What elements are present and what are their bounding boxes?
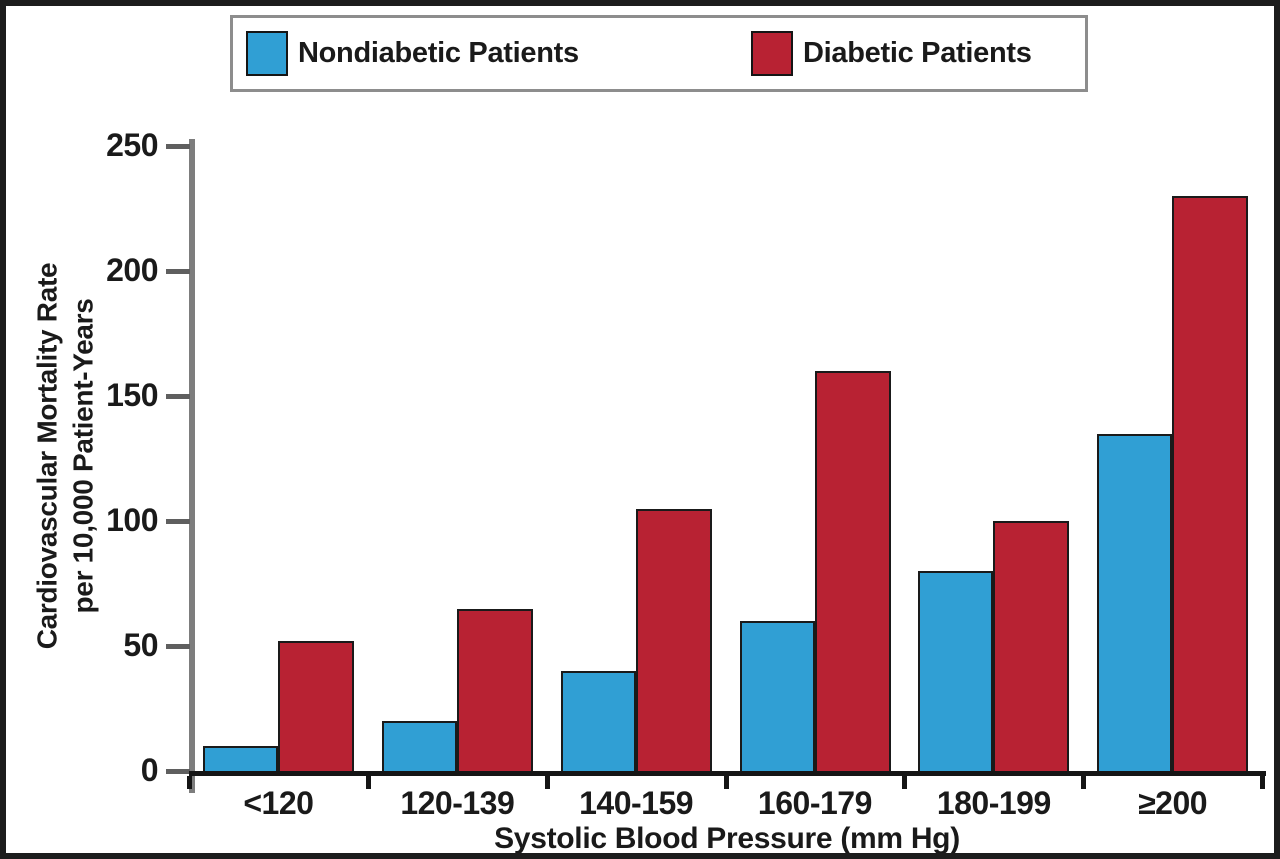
- x-tick-mark: [365, 776, 371, 789]
- x-tick-mark: [187, 776, 192, 789]
- bar: [814, 371, 891, 775]
- bar: [1097, 433, 1173, 775]
- bar: [918, 571, 994, 775]
- y-tick-mark: [166, 144, 190, 149]
- legend-item: Diabetic Patients: [751, 18, 1032, 89]
- y-tick-mark: [166, 269, 190, 274]
- y-tick-label: 0: [140, 752, 159, 788]
- x-tick-label: 160-179: [757, 785, 872, 821]
- y-tick-mark: [166, 519, 190, 524]
- y-tick-label: 200: [106, 252, 158, 288]
- y-tick-mark: [166, 769, 190, 774]
- x-axis-title: Systolic Blood Pressure (mm Hg): [494, 822, 960, 855]
- x-tick-mark: [544, 776, 550, 789]
- legend-swatch: [751, 31, 793, 76]
- legend-label: Diabetic Patients: [803, 37, 1032, 69]
- x-axis-line: [189, 771, 1266, 776]
- x-tick-mark: [1260, 776, 1265, 789]
- bar: [456, 608, 533, 775]
- y-tick-mark: [166, 644, 190, 649]
- x-tick-label: 180-199: [936, 785, 1051, 821]
- y-tick-label: 250: [106, 127, 158, 163]
- x-tick-mark: [723, 776, 729, 789]
- legend: Nondiabetic Patients Diabetic Patients: [230, 15, 1088, 92]
- bar: [739, 621, 815, 775]
- legend-swatch: [246, 31, 288, 76]
- bar: [381, 721, 457, 775]
- bar: [560, 671, 636, 775]
- x-tick-mark: [902, 776, 908, 789]
- y-axis-title-line1: Cardiovascular Mortality Rate: [31, 262, 63, 650]
- legend-item: Nondiabetic Patients: [246, 18, 579, 89]
- bar: [993, 521, 1070, 775]
- y-axis-line: [189, 139, 195, 793]
- x-tick-label: ≥200: [1138, 785, 1208, 821]
- bar: [635, 508, 712, 775]
- y-axis-title-line2: per 10,000 Patient-Years: [68, 298, 99, 614]
- y-tick-mark: [166, 394, 190, 399]
- y-tick-label: 150: [106, 377, 158, 413]
- y-tick-label: 100: [106, 502, 158, 538]
- legend-label: Nondiabetic Patients: [298, 37, 579, 69]
- y-axis-title: Cardiovascular Mortality Rate per 10,000…: [30, 126, 103, 786]
- bar: [278, 641, 354, 775]
- x-tick-label: 140-159: [579, 785, 694, 821]
- bar: [1172, 196, 1249, 775]
- x-tick-label: 120-139: [400, 785, 515, 821]
- x-tick-mark: [1081, 776, 1087, 789]
- y-tick-label: 50: [123, 627, 158, 663]
- x-tick-label: <120: [243, 785, 314, 821]
